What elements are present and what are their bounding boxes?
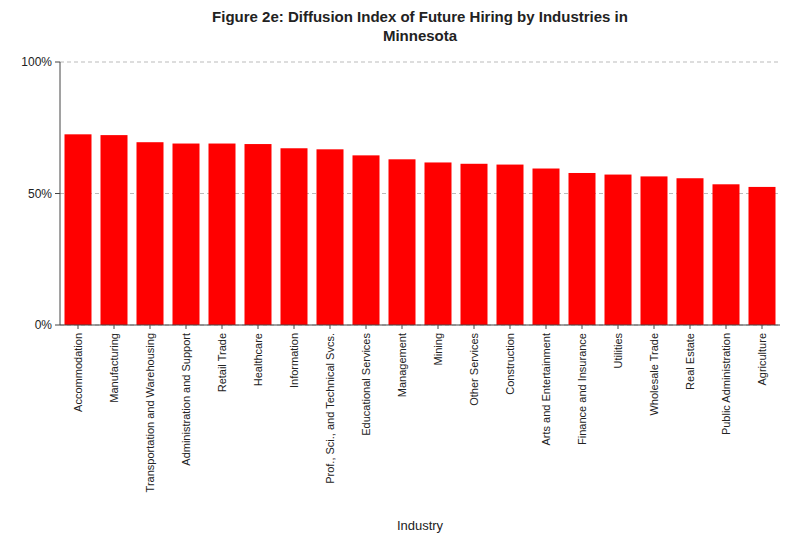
x-tick-label: Retail Trade [216,333,228,392]
x-tick [78,325,79,329]
bar [569,173,596,325]
x-tick-label: Prof., Sci., and Technical Svcs. [324,333,336,484]
x-tick-label: Construction [504,333,516,395]
y-tick [55,325,60,326]
x-tick [474,325,475,329]
chart-container: Figure 2e: Diffusion Index of Future Hir… [0,0,800,540]
bar [65,134,92,325]
x-tick [330,325,331,329]
x-tick [258,325,259,329]
x-tick-label: Agriculture [756,333,768,386]
y-tick-label: 50% [28,187,52,201]
x-tick [366,325,367,329]
x-tick-label: Public Administration [720,333,732,435]
bar [425,162,452,325]
x-tick-label: Healthcare [252,333,264,386]
bar [749,187,776,325]
x-tick-label: Transportation and Warehousing [144,333,156,492]
x-tick-label: Arts and Entertainment [540,333,552,446]
grid-line [60,325,780,326]
x-tick [510,325,511,329]
y-tick-label: 100% [21,55,52,69]
x-tick-label: Wholesale Trade [648,333,660,416]
x-tick [762,325,763,329]
x-tick [222,325,223,329]
title: Figure 2e: Diffusion Index of Future Hir… [212,8,628,44]
bar [245,144,272,325]
bar [677,178,704,325]
x-axis-label: Industry [397,518,444,533]
bar [209,144,236,325]
x-tick [654,325,655,329]
bar [641,176,668,325]
bar [353,155,380,325]
bar [281,148,308,325]
grid-line [60,193,780,194]
y-tick [55,62,60,63]
bar [533,169,560,325]
x-tick [150,325,151,329]
y-axis: 0% 50% 100% [21,55,60,332]
x-tick-label: Management [396,333,408,397]
x-tick-label: Manufacturing [108,333,120,403]
y-tick [55,193,60,194]
x-tick [618,325,619,329]
bar [389,159,416,325]
x-tick-label: Accommodation [72,333,84,412]
x-tick-label: Information [288,333,300,388]
x-tick-label: Real Estate [684,333,696,390]
bar [461,164,488,325]
x-tick [438,325,439,329]
x-tick [546,325,547,329]
x-tick-label: Utilities [612,333,624,369]
bars [65,134,776,325]
bar [317,149,344,325]
chart: Figure 2e: Diffusion Index of Future Hir… [0,0,800,540]
bar [101,135,128,325]
bar [713,184,740,325]
x-tick [582,325,583,329]
x-tick-label: Mining [432,333,444,365]
x-axis: Accommodation Manufacturing Transportation… [72,325,768,492]
bar [137,142,164,325]
grid-line [60,62,780,63]
y-axis-line [60,62,61,325]
x-axis-line [60,325,780,326]
x-tick [726,325,727,329]
x-tick-label: Administration and Support [180,333,192,466]
x-tick [294,325,295,329]
grid [60,62,780,325]
bar [173,144,200,325]
bar [605,175,632,325]
x-tick-label: Educational Services [360,333,372,436]
y-tick-label: 0% [35,318,53,332]
x-tick [402,325,403,329]
x-tick [114,325,115,329]
x-tick [690,325,691,329]
x-tick-label: Finance and Insurance [576,333,588,445]
x-tick-label: Other Services [468,333,480,406]
x-tick [186,325,187,329]
bar [497,165,524,325]
